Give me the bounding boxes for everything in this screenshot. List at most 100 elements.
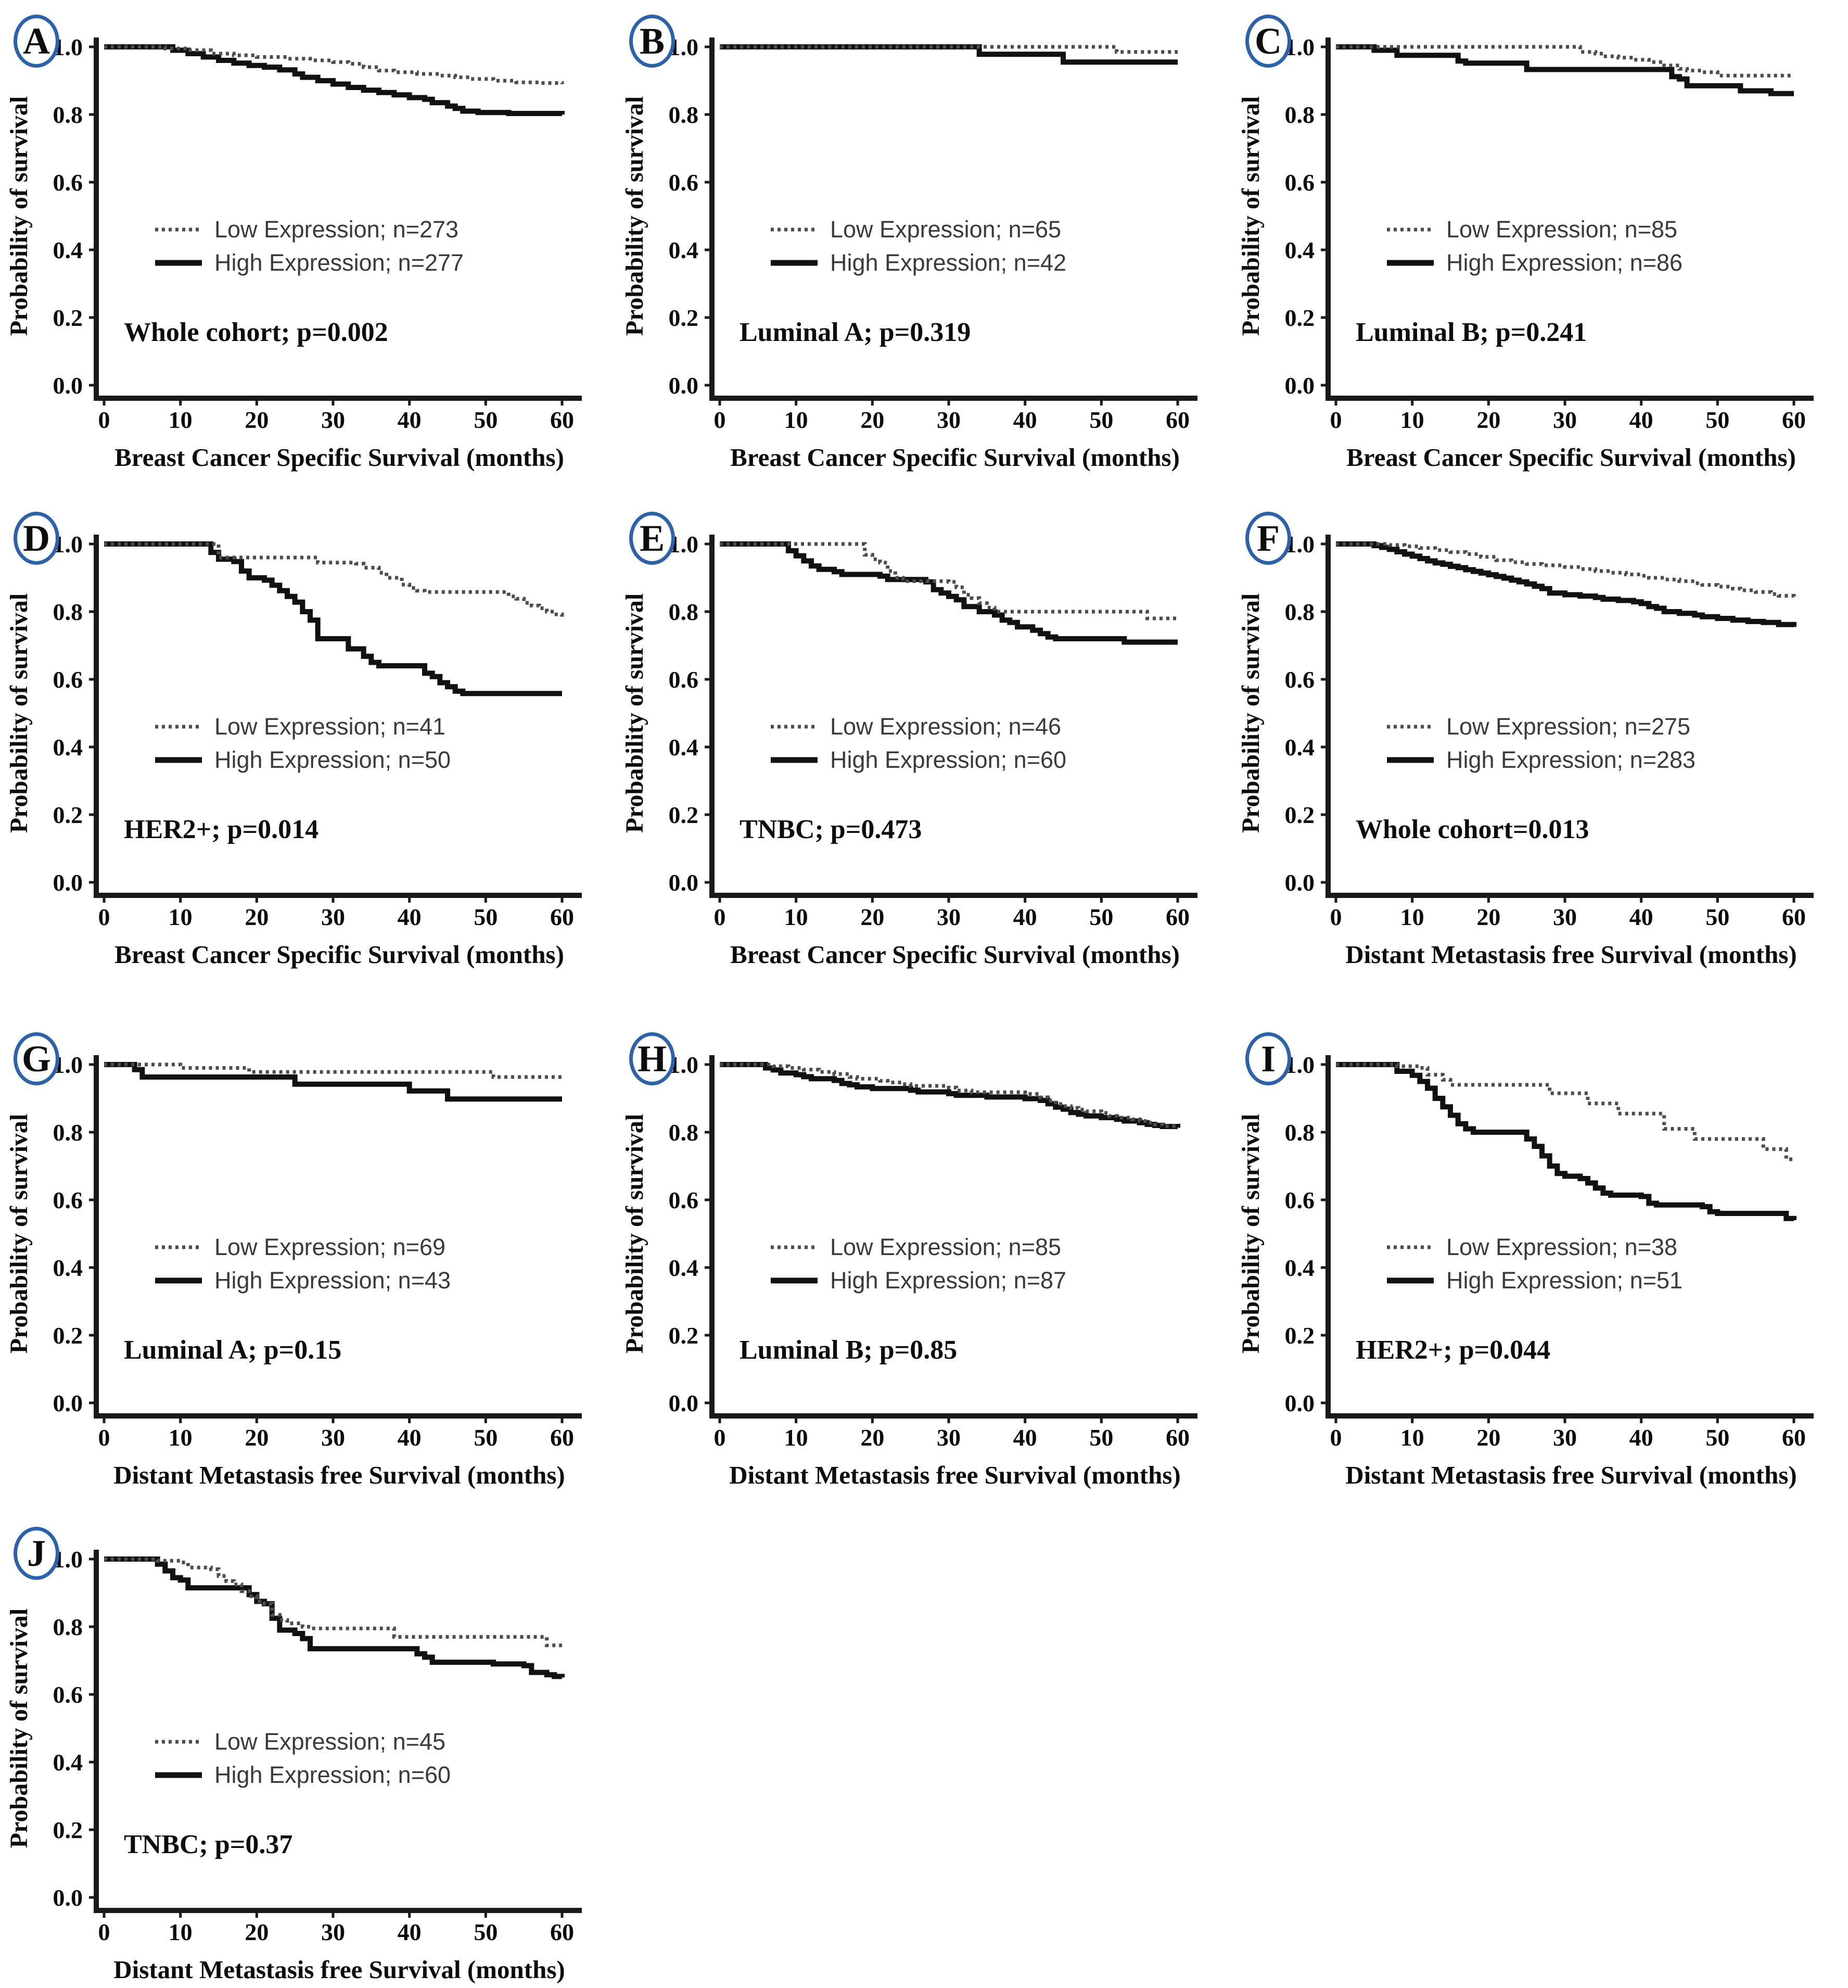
x-tick-label: 50 [1089,407,1113,433]
panel-J: J 1.0 0.8 0.6 0.4 0.2 0.0 0 10 20 30 40 50 60 Probabi… [0,1512,616,1988]
x-tick-label: 30 [1553,904,1577,930]
y-tick-label: 0.8 [53,599,83,625]
x-tick-label: 40 [398,904,422,930]
panel-letter-badge: H [629,1032,675,1085]
y-tick-label: 0.0 [669,869,699,896]
legend-label: Low Expression; n=46 [830,713,1061,740]
y-tick-label: 0.0 [1285,869,1315,896]
x-tick-label: 0 [1330,904,1342,930]
x-tick-label: 20 [1476,1424,1500,1451]
y-tick-label: 0.8 [53,1119,83,1146]
panel-I: I 1.0 0.8 0.6 0.4 0.2 0.0 0 10 20 30 40 50 60 Probabi… [1232,1018,1848,1512]
low-expression-curve [720,45,1178,54]
y-axis-title: Probability of survival [621,96,648,336]
panel-letter-badge: I [1245,1032,1291,1085]
x-tick-label: 50 [1705,407,1729,433]
panel-letter: B [639,20,665,62]
y-tick-label: 0.0 [1285,372,1315,399]
y-tick-label: 0.4 [669,1255,699,1281]
x-axis-title: Distant Metastasis free Survival (months… [729,1461,1180,1489]
panel-letter: J [27,1533,46,1574]
legend-label: Low Expression; n=41 [214,713,445,740]
legend-label: Low Expression; n=38 [1446,1234,1677,1260]
low-expression-curve [104,1557,562,1648]
x-tick-label: 30 [1553,1424,1577,1451]
y-tick-label: 0.8 [1285,599,1315,625]
legend-label: High Expression; n=283 [1446,746,1696,773]
survival-chart: 1.00.80.60.40.20.00 10 20 30 40 50 60Probabili… [5,34,582,472]
survival-chart: 1.00.80.60.40.20.00 10 20 30 40 50 60Probabili… [1237,1052,1814,1489]
y-tick-label: 0.0 [53,1884,83,1911]
low-expression-curve [1336,542,1796,598]
y-tick-label: 0.6 [669,666,699,693]
y-axis-title: Probability of survival [1237,593,1265,833]
x-axis-title: Distant Metastasis free Survival (months… [1345,1461,1796,1489]
y-axis-title: Probability of survival [5,593,33,833]
x-tick-label: 10 [169,407,193,433]
x-tick-label: 40 [1013,1424,1037,1451]
x-tick-label: 10 [169,1919,193,1945]
y-tick-label: 0.4 [1285,1255,1315,1281]
survival-chart: 1.00.80.60.40.20.00 10 20 30 40 50 60Probabili… [621,34,1197,472]
low-expression-curve [104,45,564,85]
y-tick-label: 0.8 [1285,1119,1315,1146]
x-tick-label: 10 [1400,904,1424,930]
legend-label: Low Expression; n=275 [1446,713,1690,740]
legend-label: High Expression; n=43 [214,1267,451,1294]
panel-H: H 1.0 0.8 0.6 0.4 0.2 0.0 0 10 20 30 40 50 60 Probabi… [616,1018,1232,1512]
x-tick-label: 10 [784,407,808,433]
legend-label: High Expression; n=42 [830,249,1066,276]
x-tick-label: 20 [860,1424,884,1451]
x-tick-label: 0 [98,1919,110,1945]
x-tick-label: 20 [860,407,884,433]
x-tick-label: 60 [1782,407,1806,433]
y-tick-label: 0.2 [53,305,83,331]
x-tick-label: 20 [860,904,884,930]
x-tick-label: 60 [1166,1424,1190,1451]
x-tick-label: 40 [1629,904,1653,930]
survival-chart: 1.00.80.60.40.20.00 10 20 30 40 50 60Probabili… [1237,34,1814,472]
panel-letter-badge: C [1245,15,1291,68]
y-tick-label: 0.4 [669,734,699,761]
y-tick-label: 0.2 [1285,1322,1315,1349]
y-tick-label: 0.6 [1285,666,1315,693]
panel-letter-badge: D [14,512,59,565]
annotation-pvalue: Luminal A; p=0.319 [740,318,971,347]
x-axis-title: Breast Cancer Specific Survival (months) [1346,443,1796,472]
x-tick-label: 30 [937,904,961,930]
panel-letter: I [1260,1038,1276,1080]
x-tick-label: 20 [245,904,269,930]
annotation-pvalue: Luminal B; p=0.241 [1356,318,1587,347]
y-tick-label: 0.8 [53,1614,83,1640]
y-tick-label: 0.0 [669,1390,699,1416]
axis-frame [1326,1055,1814,1419]
y-tick-label: 0.4 [53,237,83,263]
panel-B: B 1.0 0.8 0.6 0.4 0.2 0.0 0 10 20 30 40 50 60 Probabi… [616,0,1232,497]
y-tick-label: 0.2 [669,305,699,331]
x-tick-label: 10 [169,904,193,930]
y-tick-label: 0.8 [669,599,699,625]
y-tick-label: 0.8 [1285,102,1315,128]
high-expression-curve [720,1062,1180,1129]
x-tick-label: 50 [474,407,498,433]
panel-C: C 1.0 0.8 0.6 0.4 0.2 0.0 0 10 20 30 40 50 60 Probabi… [1232,0,1848,497]
survival-chart: 1.00.80.60.40.20.00 10 20 30 40 50 60Probabili… [1237,531,1814,969]
y-tick-label: 0.0 [53,869,83,896]
x-tick-label: 60 [550,407,574,433]
y-axis-title: Probability of survival [5,96,33,336]
axis-frame [709,37,1197,401]
x-tick-label: 0 [714,904,726,930]
y-tick-label: 0.6 [53,169,83,196]
panel-letter: A [23,20,50,62]
legend-label: High Expression; n=60 [214,1762,451,1788]
y-tick-label: 0.6 [53,666,83,693]
annotation-pvalue: Whole cohort; p=0.002 [124,318,388,347]
x-tick-label: 30 [321,904,345,930]
x-tick-label: 60 [550,904,574,930]
legend-label: High Expression; n=50 [214,746,451,773]
x-tick-label: 40 [1013,407,1037,433]
x-tick-label: 50 [1089,904,1113,930]
x-tick-label: 0 [1330,407,1342,433]
axis-frame [94,37,582,401]
